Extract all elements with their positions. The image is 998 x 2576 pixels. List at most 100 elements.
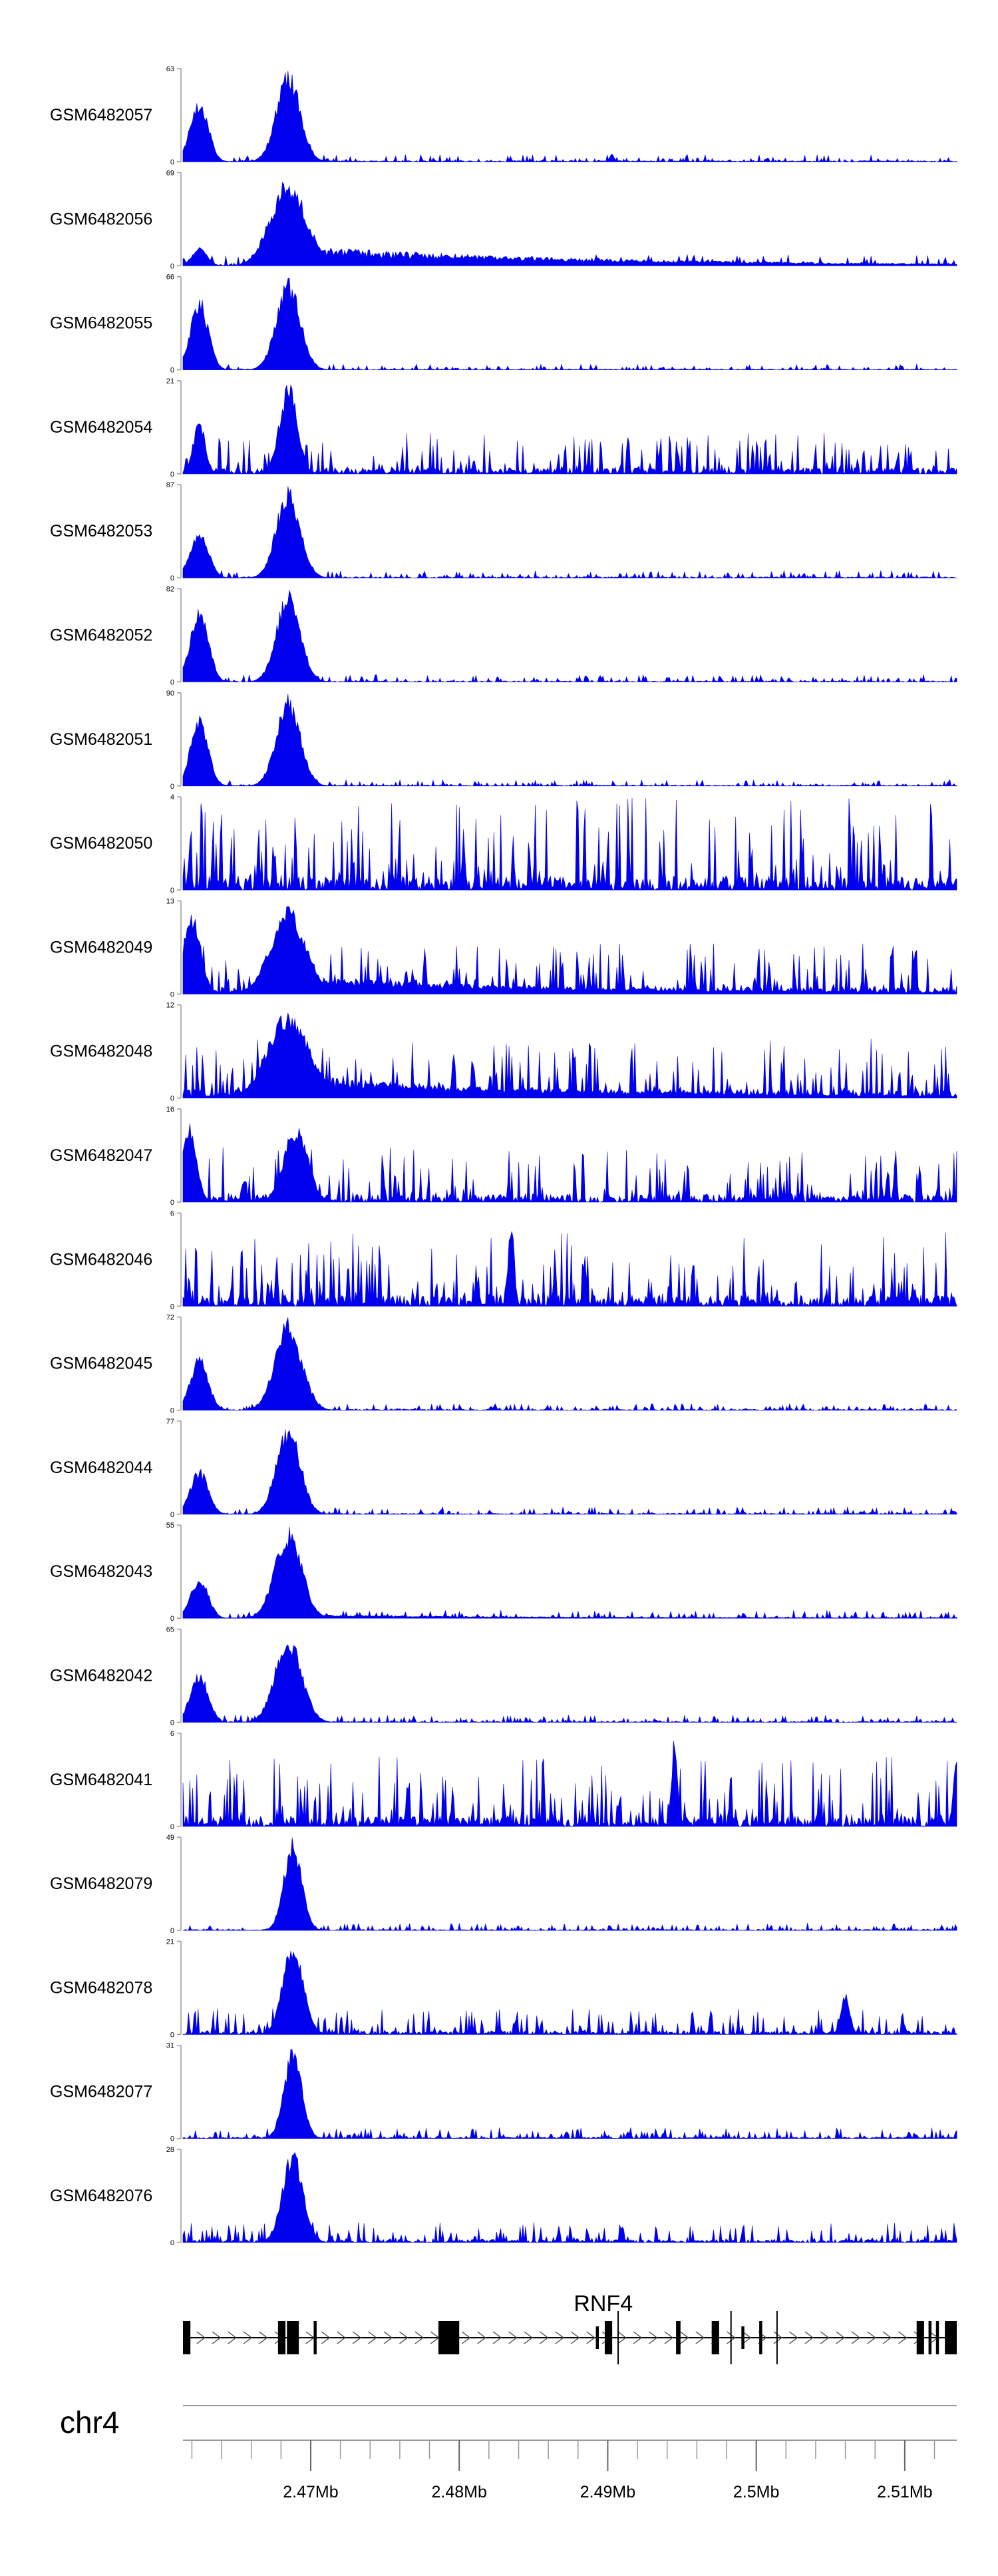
- coverage-area: [182, 2049, 957, 2139]
- chromosome-label: chr4: [60, 2405, 119, 2440]
- y-min-label: 0: [170, 1719, 174, 1727]
- strand-arrow: [727, 2331, 736, 2344]
- y-max-label: 66: [166, 274, 174, 282]
- y-max-label: 4: [170, 793, 174, 801]
- genome-axis-track: chr4 2.47Mb 2.48Mb 2.49Mb 2.5Mb 2.51Mb: [60, 2405, 957, 2501]
- strand-arrow: [695, 2331, 705, 2344]
- y-max-label: 72: [166, 1314, 174, 1322]
- track-label: GSM6482054: [50, 418, 152, 437]
- track-label: GSM6482045: [50, 1355, 152, 1373]
- gene-exon: [741, 2326, 745, 2349]
- gene-name-label: RNF4: [574, 2291, 633, 2316]
- track-label: GSM6482053: [50, 522, 152, 540]
- coverage-area: [182, 1231, 957, 1307]
- gene-exon: [928, 2321, 932, 2354]
- track-label: GSM6482078: [50, 1978, 152, 1997]
- track-GSM6482049: GSM6482049 13 0: [50, 897, 957, 998]
- strand-arrow: [820, 2331, 830, 2344]
- track-GSM6482078: GSM6482078 21 0: [50, 1938, 957, 2039]
- y-min-label: 0: [170, 1823, 174, 1831]
- track-label: GSM6482046: [50, 1250, 152, 1269]
- strand-arrow: [586, 2331, 595, 2344]
- y-max-label: 13: [166, 897, 174, 905]
- track-label: GSM6482044: [50, 1458, 152, 1477]
- strand-arrow: [352, 2331, 362, 2344]
- strand-arrow: [196, 2331, 206, 2344]
- strand-arrow: [633, 2331, 643, 2344]
- track-GSM6482045: GSM6482045 72 0: [50, 1314, 957, 1415]
- y-min-label: 0: [170, 1407, 174, 1415]
- coverage-area: [182, 278, 957, 371]
- strand-arrow: [259, 2331, 268, 2344]
- strand-arrow: [399, 2331, 409, 2344]
- y-max-label: 28: [166, 2146, 174, 2154]
- track-GSM6482056: GSM6482056 69 0: [50, 169, 957, 270]
- y-max-label: 63: [166, 65, 174, 73]
- track-GSM6482046: GSM6482046 6 0: [50, 1209, 957, 1311]
- strand-arrow: [649, 2331, 658, 2344]
- y-min-label: 0: [170, 783, 174, 791]
- gene-exon: [916, 2321, 924, 2354]
- y-min-label: 0: [170, 367, 174, 375]
- track-GSM6482048: GSM6482048 12 0: [50, 1002, 957, 1103]
- coverage-area: [182, 182, 957, 266]
- y-min-label: 0: [170, 679, 174, 687]
- gene-exon: [313, 2321, 317, 2354]
- axis-tick-label: 2.5Mb: [733, 2483, 779, 2501]
- gene-exon: [438, 2321, 460, 2354]
- y-max-label: 87: [166, 481, 174, 489]
- y-min-label: 0: [170, 990, 174, 998]
- track-label: GSM6482079: [50, 1874, 152, 1893]
- y-max-label: 21: [166, 377, 174, 385]
- y-max-label: 31: [166, 2042, 174, 2050]
- y-min-label: 0: [170, 471, 174, 479]
- coverage-area: [182, 1012, 957, 1098]
- axis-tick-label: 2.48Mb: [432, 2483, 487, 2501]
- track-label: GSM6482057: [50, 106, 152, 124]
- coverage-area: [182, 1950, 957, 2036]
- coverage-tracks: GSM6482057630GSM6482056690GSM6482055660G…: [50, 65, 957, 2247]
- strand-arrow: [415, 2331, 424, 2344]
- track-label: GSM6482076: [50, 2187, 152, 2205]
- coverage-area: [182, 1741, 957, 1827]
- coverage-area: [182, 71, 957, 162]
- strand-arrow: [492, 2331, 502, 2344]
- gene-exon: [183, 2321, 191, 2354]
- y-min-label: 0: [170, 1303, 174, 1311]
- strand-arrow: [836, 2331, 845, 2344]
- track-GSM6482044: GSM6482044 77 0: [50, 1418, 957, 1519]
- track-label: GSM6482051: [50, 730, 152, 749]
- coverage-area: [182, 1429, 957, 1515]
- track-GSM6482050: GSM6482050 4 0: [50, 793, 957, 895]
- gene-exon: [935, 2321, 939, 2354]
- track-GSM6482042: GSM6482042 65 0: [50, 1626, 957, 1727]
- y-max-label: 77: [166, 1418, 174, 1426]
- coverage-area: [182, 486, 957, 579]
- track-label: GSM6482056: [50, 210, 152, 228]
- gene-exon: [759, 2321, 762, 2354]
- track-label: GSM6482050: [50, 834, 152, 853]
- track-GSM6482054: GSM6482054 21 0: [50, 377, 957, 479]
- strand-arrow: [617, 2331, 627, 2344]
- y-max-label: 12: [166, 1002, 174, 1010]
- axis-tick-label: 2.47Mb: [283, 2483, 338, 2501]
- y-min-label: 0: [170, 1927, 174, 1935]
- strand-arrow: [524, 2331, 534, 2344]
- gene-exon: [595, 2326, 599, 2349]
- y-min-label: 0: [170, 2031, 174, 2039]
- strand-arrow: [555, 2331, 564, 2344]
- strand-arrow: [898, 2331, 908, 2344]
- track-label: GSM6482052: [50, 626, 152, 645]
- coverage-area: [182, 2151, 957, 2243]
- track-GSM6482076: GSM6482076 28 0: [50, 2146, 957, 2247]
- y-min-label: 0: [170, 262, 174, 270]
- strand-arrow: [882, 2331, 892, 2344]
- track-GSM6482055: GSM6482055 66 0: [50, 274, 957, 375]
- y-min-label: 0: [170, 1615, 174, 1623]
- coverage-area: [182, 694, 957, 787]
- strand-arrow: [337, 2331, 346, 2344]
- y-min-label: 0: [170, 2239, 174, 2247]
- track-label: GSM6482055: [50, 314, 152, 333]
- track-label: GSM6482048: [50, 1042, 152, 1061]
